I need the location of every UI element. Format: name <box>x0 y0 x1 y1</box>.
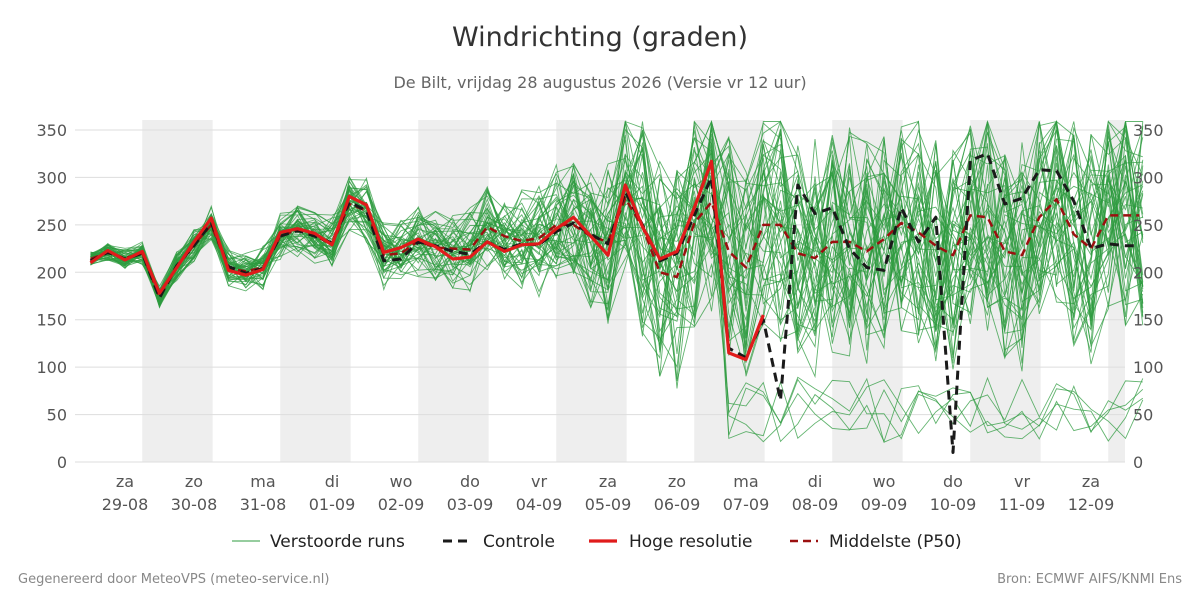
y-tick-label-right: 150 <box>1133 311 1164 330</box>
x-tick-date: 07-09 <box>723 495 770 514</box>
ensemble-member-line <box>90 121 1144 330</box>
legend-controle-label: Controle <box>483 532 555 552</box>
y-tick-label-right: 250 <box>1133 216 1164 235</box>
x-tick-date: 10-09 <box>930 495 977 514</box>
y-tick-label-right: 50 <box>1133 406 1153 425</box>
ensemble-member-line <box>90 124 1144 359</box>
footer-generator-credit: Gegenereerd door MeteoVPS (meteo-service… <box>18 572 330 587</box>
legend-verstoorde-runs-label: Verstoorde runs <box>270 532 405 552</box>
x-tick-date: 08-09 <box>792 495 839 514</box>
night-shade-band <box>280 120 351 462</box>
x-tick-date: 12-09 <box>1068 495 1115 514</box>
x-tick-date: 04-09 <box>516 495 563 514</box>
x-tick-date: 06-09 <box>654 495 701 514</box>
x-tick-weekday: wo <box>873 472 896 491</box>
x-tick-weekday: do <box>943 472 963 491</box>
night-shade-band <box>418 120 489 462</box>
x-tick-weekday: vr <box>1014 472 1030 491</box>
x-tick-date: 29-08 <box>102 495 149 514</box>
chart-title: Windrichting (graden) <box>451 22 749 53</box>
y-tick-label-left: 100 <box>36 358 67 377</box>
y-tick-label-left: 150 <box>36 311 67 330</box>
y-tick-label-right: 0 <box>1133 453 1143 472</box>
x-tick-weekday: wo <box>390 472 413 491</box>
y-tick-label-left: 0 <box>57 453 67 472</box>
x-tick-date: 01-09 <box>309 495 356 514</box>
footer-source-credit: Bron: ECMWF AIFS/KNMI Ens <box>997 572 1182 587</box>
x-tick-date: 02-09 <box>378 495 425 514</box>
x-tick-weekday: za <box>1082 472 1100 491</box>
x-tick-date: 09-09 <box>861 495 908 514</box>
x-tick-date: 31-08 <box>240 495 287 514</box>
hoge-resolutie-line <box>89 159 765 362</box>
legend-hoge-resolutie-label: Hoge resolutie <box>629 532 753 552</box>
x-tick-weekday: do <box>460 472 480 491</box>
x-tick-date: 11-09 <box>999 495 1046 514</box>
y-tick-label-right: 200 <box>1133 263 1164 282</box>
x-tick-date: 03-09 <box>447 495 494 514</box>
y-tick-label-left: 350 <box>36 121 67 140</box>
x-tick-weekday: zo <box>185 472 203 491</box>
x-tick-weekday: di <box>325 472 340 491</box>
y-tick-label-left: 50 <box>47 406 67 425</box>
ensemble-member-line <box>90 121 1144 341</box>
night-shade-band <box>142 120 213 462</box>
x-tick-weekday: za <box>599 472 617 491</box>
legend-p50-label: Middelste (P50) <box>829 532 962 552</box>
x-tick-date: 30-08 <box>171 495 218 514</box>
y-tick-label-right: 300 <box>1133 168 1164 187</box>
ensemble-member-line <box>90 125 1144 341</box>
x-tick-weekday: ma <box>733 472 758 491</box>
y-tick-label-left: 300 <box>36 168 67 187</box>
ensemble-member-line <box>90 121 1144 323</box>
x-tick-weekday: di <box>808 472 823 491</box>
y-tick-label-right: 350 <box>1133 121 1164 140</box>
x-tick-date: 05-09 <box>585 495 632 514</box>
chart-subtitle: De Bilt, vrijdag 28 augustus 2026 (Versi… <box>393 73 807 92</box>
x-tick-weekday: za <box>116 472 134 491</box>
x-tick-weekday: zo <box>668 472 686 491</box>
y-tick-label-left: 200 <box>36 263 67 282</box>
x-tick-weekday: ma <box>250 472 275 491</box>
x-tick-weekday: vr <box>531 472 547 491</box>
y-tick-label-left: 250 <box>36 216 67 235</box>
y-tick-label-right: 100 <box>1133 358 1164 377</box>
